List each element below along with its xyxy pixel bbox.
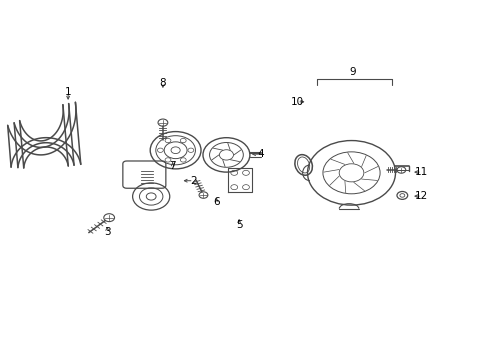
Text: 8: 8 bbox=[160, 78, 166, 88]
Text: 7: 7 bbox=[170, 161, 176, 171]
Text: 4: 4 bbox=[257, 149, 264, 159]
Text: 12: 12 bbox=[415, 191, 428, 201]
Text: 11: 11 bbox=[415, 167, 428, 177]
Text: 10: 10 bbox=[291, 97, 304, 107]
Text: 2: 2 bbox=[191, 176, 197, 186]
Text: 6: 6 bbox=[213, 197, 220, 207]
Text: 9: 9 bbox=[349, 67, 356, 77]
Text: 5: 5 bbox=[236, 220, 243, 230]
Text: 3: 3 bbox=[104, 227, 111, 237]
Text: 1: 1 bbox=[65, 87, 72, 97]
